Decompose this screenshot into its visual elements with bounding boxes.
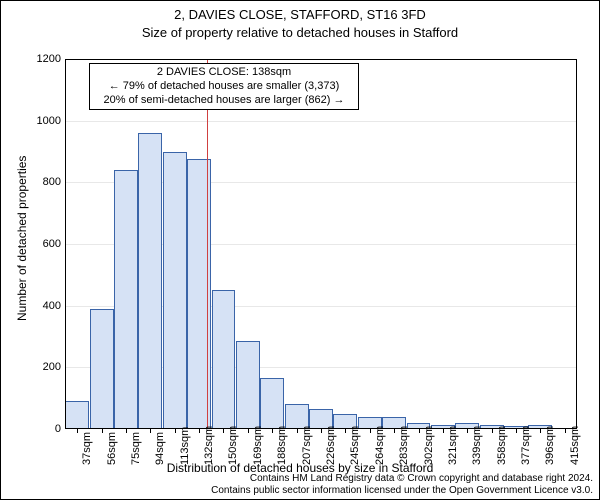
x-tick-mark (272, 429, 273, 433)
annotation-line2: ← 79% of detached houses are smaller (3,… (96, 80, 352, 94)
footer-attribution: Contains HM Land Registry data © Crown c… (211, 473, 593, 497)
x-tick-label: 339sqm (471, 426, 483, 465)
x-tick-mark (248, 429, 249, 433)
x-tick-label: 207sqm (301, 426, 313, 465)
x-tick-label: 358sqm (496, 426, 508, 465)
x-tick-labels: 37sqm56sqm75sqm94sqm113sqm132sqm150sqm16… (65, 429, 577, 463)
plot-area: 2 DAVIES CLOSE: 138sqm ← 79% of detached… (65, 59, 577, 429)
y-tick-label: 600 (43, 238, 61, 250)
x-tick-mark (540, 429, 541, 433)
plot-border (65, 59, 577, 429)
x-tick-mark (419, 429, 420, 433)
y-tick-label: 0 (55, 423, 61, 435)
x-tick-mark (345, 429, 346, 433)
x-tick-label: 283sqm (398, 426, 410, 465)
x-tick-label: 321sqm (447, 426, 459, 465)
annotation-box: 2 DAVIES CLOSE: 138sqm ← 79% of detached… (89, 63, 359, 110)
y-tick-label: 400 (43, 300, 61, 312)
x-tick-label: 226sqm (325, 426, 337, 465)
x-tick-label: 245sqm (349, 426, 361, 465)
x-tick-mark (297, 429, 298, 433)
x-tick-label: 188sqm (276, 426, 288, 465)
x-tick-label: 132sqm (203, 426, 215, 465)
x-tick-label: 302sqm (423, 426, 435, 465)
chart-title-line2: Size of property relative to detached ho… (1, 25, 599, 40)
x-tick-mark (394, 429, 395, 433)
x-tick-mark (516, 429, 517, 433)
y-tick-label: 200 (43, 361, 61, 373)
footer-line1: Contains HM Land Registry data © Crown c… (211, 473, 593, 485)
x-tick-mark (175, 429, 176, 433)
y-tick-label: 800 (43, 176, 61, 188)
x-tick-label: 113sqm (179, 427, 191, 465)
y-tick-labels: 020040060080010001200 (1, 59, 65, 429)
x-tick-mark (565, 429, 566, 433)
x-tick-label: 396sqm (544, 426, 556, 465)
chart-title-line1: 2, DAVIES CLOSE, STAFFORD, ST16 3FD (1, 7, 599, 22)
x-tick-mark (77, 429, 78, 433)
x-tick-mark (321, 429, 322, 433)
y-tick-label: 1200 (37, 53, 61, 65)
y-tick-label: 1000 (37, 115, 61, 127)
x-tick-label: 150sqm (227, 426, 239, 465)
x-tick-mark (443, 429, 444, 433)
x-tick-mark (492, 429, 493, 433)
x-tick-label: 264sqm (374, 426, 386, 465)
x-tick-mark (126, 429, 127, 433)
x-tick-mark (467, 429, 468, 433)
x-tick-label: 415sqm (569, 426, 581, 465)
annotation-line1: 2 DAVIES CLOSE: 138sqm (96, 66, 352, 80)
x-tick-mark (199, 429, 200, 433)
x-tick-label: 377sqm (520, 426, 532, 465)
footer-line2: Contains public sector information licen… (211, 485, 593, 497)
chart-container: 2, DAVIES CLOSE, STAFFORD, ST16 3FD Size… (0, 0, 600, 500)
x-tick-mark (370, 429, 371, 433)
x-tick-mark (150, 429, 151, 433)
x-tick-mark (102, 429, 103, 433)
x-tick-label: 169sqm (252, 426, 264, 465)
annotation-line3: 20% of semi-detached houses are larger (… (96, 94, 352, 108)
x-tick-mark (223, 429, 224, 433)
